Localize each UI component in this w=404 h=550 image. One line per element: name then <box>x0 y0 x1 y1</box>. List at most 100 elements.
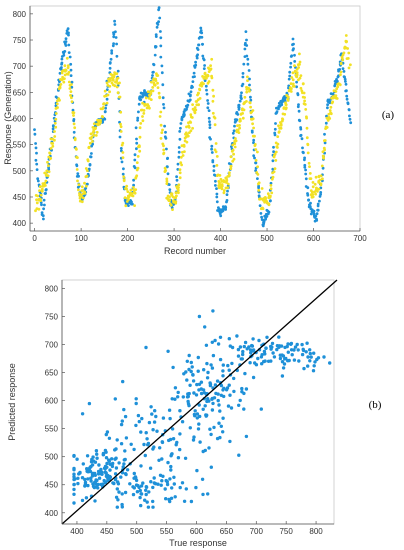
chart-a-point <box>232 152 236 156</box>
chart-b-point <box>104 474 109 478</box>
chart-a-y-tick-label: 500 <box>13 167 27 176</box>
chart-a-point <box>41 214 45 218</box>
chart-a-point <box>114 30 117 34</box>
chart-b-point <box>72 472 76 476</box>
chart-b-point <box>76 481 80 486</box>
chart-b-point <box>180 420 185 424</box>
chart-b-point <box>198 414 202 419</box>
chart-a-point <box>116 76 120 80</box>
chart-a-point <box>291 82 295 86</box>
chart-a-point <box>189 129 193 133</box>
chart-b-point <box>117 490 121 494</box>
chart-a-point <box>65 56 69 60</box>
chart-b-point <box>290 353 294 357</box>
chart-a-point <box>284 106 288 110</box>
chart-a-point <box>40 189 44 193</box>
chart-a-point <box>66 64 70 68</box>
chart-b-point <box>190 365 194 369</box>
chart-a-point <box>168 188 172 192</box>
chart-b-point <box>105 461 109 466</box>
chart-a-point <box>156 23 160 26</box>
chart-a-point <box>89 132 93 136</box>
chart-a-point <box>288 70 292 74</box>
chart-a-point <box>306 193 310 197</box>
chart-b-y-tick-label: 700 <box>45 341 59 350</box>
chart-a-point <box>103 102 106 106</box>
chart-b-point <box>245 347 249 351</box>
chart-a-point <box>203 79 207 82</box>
chart-a-point <box>142 109 146 112</box>
chart-a-y-tick-label: 750 <box>13 36 27 45</box>
chart-b-point <box>201 449 205 454</box>
chart-a-point <box>115 54 119 58</box>
chart-a-point <box>256 150 259 154</box>
chart-a-point <box>305 136 309 140</box>
chart-b-point <box>146 441 151 446</box>
chart-a-point <box>208 120 211 124</box>
chart-a-point <box>336 79 339 83</box>
chart-a-point <box>218 174 222 177</box>
chart-a-point <box>209 137 212 141</box>
chart-a-point <box>187 126 191 129</box>
chart-a-point <box>207 109 211 112</box>
chart-b-point <box>108 468 112 472</box>
chart-b-point <box>293 345 298 349</box>
chart-a-point <box>311 185 315 189</box>
chart-b-x-tick-label: 650 <box>220 527 234 536</box>
chart-a-point <box>231 159 235 163</box>
chart-b-point <box>148 466 153 470</box>
chart-b-point <box>181 395 185 399</box>
chart-a-point <box>168 198 172 202</box>
chart-a-point <box>130 200 133 204</box>
chart-b-point <box>80 412 85 416</box>
chart-a-point <box>295 80 298 84</box>
chart-b-point <box>178 432 182 436</box>
chart-b-point <box>227 368 231 372</box>
chart-a-point <box>222 189 226 192</box>
chart-a-point <box>40 203 43 207</box>
chart-a-point <box>241 116 245 120</box>
chart-a-point <box>225 177 229 181</box>
chart-a-point <box>185 108 188 111</box>
chart-a-point <box>162 144 165 148</box>
chart-b-point <box>286 350 290 354</box>
chart-a-point <box>267 203 271 207</box>
chart-a-point <box>305 126 309 130</box>
chart-b-point <box>72 487 76 492</box>
chart-a-point <box>139 98 143 102</box>
chart-b-point <box>80 498 85 503</box>
chart-b-point <box>243 340 248 345</box>
chart-a-point <box>253 156 256 160</box>
chart-b-point <box>312 364 316 368</box>
chart-a-point <box>215 164 219 167</box>
chart-a-point <box>113 19 116 23</box>
chart-a-point <box>206 99 210 102</box>
chart-a-point <box>137 144 141 148</box>
chart-b-point <box>72 454 76 458</box>
chart-b-point <box>120 471 125 475</box>
chart-a-point <box>214 184 217 187</box>
chart-b-point <box>115 487 120 491</box>
chart-b-point <box>219 424 223 428</box>
chart-b-point <box>241 349 245 354</box>
chart-a-point <box>193 75 196 78</box>
chart-a-point <box>298 52 301 56</box>
chart-b-point <box>140 416 144 421</box>
chart-a-point <box>231 131 235 135</box>
chart-b-point <box>251 349 255 353</box>
chart-b-point <box>151 447 155 451</box>
chart-a-point <box>334 90 338 93</box>
chart-a-point <box>323 141 327 145</box>
chart-a-point <box>167 183 171 187</box>
chart-b-point <box>259 407 263 411</box>
chart-a-point <box>338 68 342 71</box>
chart-a-point <box>306 151 310 155</box>
chart-a-point <box>249 95 252 99</box>
chart-a-point <box>307 161 311 165</box>
chart-a-point <box>156 86 160 89</box>
chart-b-point <box>129 442 133 446</box>
chart-a-point <box>248 83 251 87</box>
chart-b-point <box>173 386 178 390</box>
chart-a-point <box>154 33 158 37</box>
